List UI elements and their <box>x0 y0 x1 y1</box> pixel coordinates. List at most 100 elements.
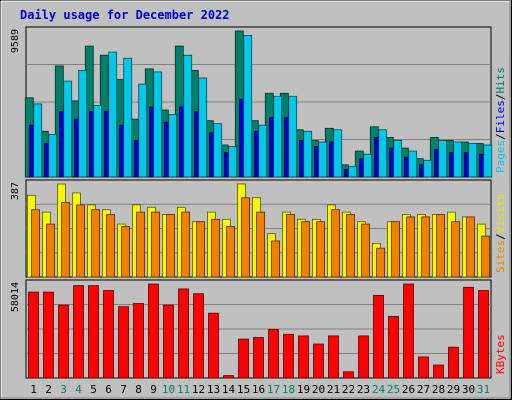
bar-sites-17 <box>271 240 281 278</box>
x-axis-day-labels: 1 2 3 4 5 6 7 8 9 10 11 12 13 14 15 16 17 18 19 20 21 22 23 24 2… <box>30 383 490 396</box>
bar-sites-19 <box>301 221 311 278</box>
bar-sites-1 <box>31 209 41 278</box>
bar-kbytes-9 <box>148 283 159 379</box>
bar-pages-19 <box>303 130 313 178</box>
x-tick-label: 25 <box>387 383 400 396</box>
x-tick-label: 29 <box>447 383 460 396</box>
x-tick-label: 26 <box>402 383 415 396</box>
y-max-label-middle: 387 <box>10 182 21 200</box>
legend-item: KBytes <box>494 334 507 374</box>
series-kbytes <box>28 283 489 379</box>
bar-kbytes-15 <box>238 338 249 379</box>
bar-sites-29 <box>451 221 461 278</box>
y-max-label-bottom: 58014 <box>10 282 21 312</box>
legend-item: Hits <box>494 67 507 94</box>
x-tick-label: 18 <box>282 383 295 396</box>
bar-pages-4 <box>78 70 88 178</box>
bar-kbytes-20 <box>313 343 324 379</box>
bar-kbytes-21 <box>328 335 339 379</box>
bar-sites-4 <box>76 204 85 278</box>
bar-kbytes-27 <box>418 356 429 379</box>
x-tick-label: 12 <box>192 383 205 396</box>
bar-sites-20 <box>316 221 326 278</box>
panel-middle: 387 Sites/Visits <box>10 179 507 278</box>
x-tick-label: 27 <box>417 383 430 396</box>
bar-kbytes-30 <box>463 286 474 379</box>
bar-sites-18 <box>286 214 296 278</box>
legend-bottom: KBytes <box>494 334 507 374</box>
bar-kbytes-11 <box>178 288 189 379</box>
bar-pages-10 <box>168 114 178 178</box>
bar-pages-1 <box>33 103 43 178</box>
bar-pages-2 <box>48 133 58 178</box>
bar-pages-21 <box>333 129 343 178</box>
bar-kbytes-28 <box>433 364 444 379</box>
bar-sites-22 <box>346 214 356 278</box>
bar-pages-23 <box>363 153 373 178</box>
bar-sites-16 <box>256 211 266 278</box>
x-tick-label: 3 <box>60 383 67 396</box>
x-tick-label: 23 <box>357 383 370 396</box>
bar-kbytes-12 <box>193 293 204 379</box>
bar-pages-13 <box>213 123 223 178</box>
series-sites <box>31 197 491 278</box>
y-max-label-top: 9589 <box>10 29 21 53</box>
bar-kbytes-4 <box>73 285 84 379</box>
bar-pages-14 <box>228 146 238 178</box>
bar-sites-24 <box>376 247 386 278</box>
bar-kbytes-6 <box>103 290 114 379</box>
x-tick-label: 30 <box>462 383 475 396</box>
x-tick-label: 4 <box>75 383 82 396</box>
bar-sites-9 <box>151 211 161 278</box>
x-tick-label: 20 <box>312 383 325 396</box>
x-tick-label: 10 <box>162 383 175 396</box>
x-tick-label: 13 <box>207 383 220 396</box>
x-tick-label: 7 <box>120 383 127 396</box>
bar-sites-25 <box>391 221 401 278</box>
bar-sites-14 <box>226 226 236 278</box>
legend-item: / <box>494 233 507 240</box>
bar-sites-8 <box>136 211 146 278</box>
x-tick-label: 17 <box>267 383 280 396</box>
bar-pages-20 <box>318 141 328 178</box>
bar-kbytes-16 <box>253 337 264 379</box>
bar-sites-3 <box>61 202 70 278</box>
bar-pages-24 <box>378 129 388 178</box>
bar-sites-5 <box>91 209 100 278</box>
bar-pages-31 <box>483 144 493 178</box>
bar-kbytes-29 <box>448 346 459 379</box>
bar-sites-15 <box>241 197 251 278</box>
bar-pages-9 <box>153 71 163 178</box>
bar-pages-29 <box>453 141 463 178</box>
bar-sites-27 <box>421 216 431 278</box>
bar-pages-25 <box>393 140 403 178</box>
x-tick-label: 11 <box>177 383 190 396</box>
bar-kbytes-3 <box>58 304 69 379</box>
chart-panels: 9589Pages/Files/Hits387Sites/Visits58014… <box>10 26 507 379</box>
series-pages <box>33 35 493 178</box>
bar-pages-22 <box>348 165 358 178</box>
bar-pages-11 <box>183 54 193 178</box>
bar-sites-30 <box>466 216 476 278</box>
bar-pages-6 <box>108 51 118 178</box>
bar-sites-12 <box>196 221 206 278</box>
x-tick-label: 24 <box>372 383 386 396</box>
bar-kbytes-14 <box>223 375 234 379</box>
chart-title: Daily usage for December 2022 <box>20 8 230 22</box>
bar-pages-8 <box>138 83 148 178</box>
bar-pages-15 <box>243 35 253 178</box>
legend-item: Files <box>494 100 507 133</box>
bar-pages-12 <box>198 77 208 178</box>
x-tick-label: 8 <box>135 383 142 396</box>
bar-sites-7 <box>121 226 130 278</box>
x-tick-label: 15 <box>237 383 250 396</box>
bar-pages-18 <box>288 95 298 178</box>
x-tick-label: 5 <box>90 383 97 396</box>
bar-sites-28 <box>436 214 446 278</box>
x-tick-label: 19 <box>297 383 310 396</box>
bar-kbytes-2 <box>43 291 54 379</box>
bar-pages-17 <box>273 95 283 178</box>
bar-kbytes-31 <box>478 290 489 379</box>
x-tick-label: 21 <box>327 383 340 396</box>
bar-pages-16 <box>258 124 268 178</box>
